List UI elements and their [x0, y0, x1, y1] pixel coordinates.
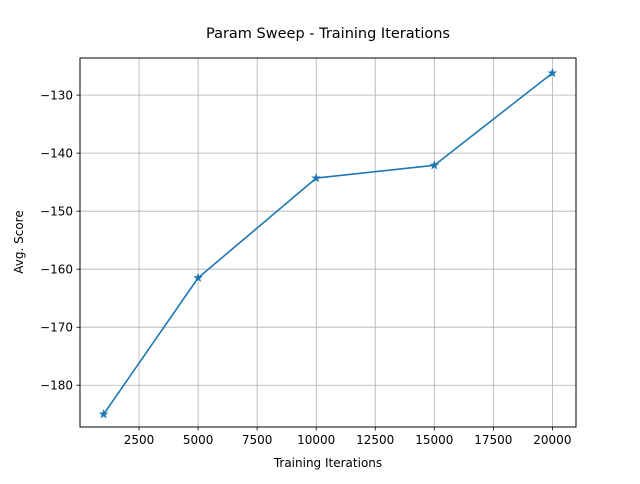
- ticks: 2500 5000 7500 10000 12500 15000 17500 20000 −18…: [40, 89, 571, 447]
- x-tick-label: 7500: [242, 433, 273, 447]
- y-tick-label: −160: [40, 263, 73, 277]
- x-tick-label: 12500: [356, 433, 394, 447]
- data-point-star: [98, 409, 109, 419]
- data-point-star: [429, 160, 440, 170]
- chart-title: Param Sweep - Training Iterations: [206, 26, 450, 42]
- x-tick-label: 17500: [474, 433, 512, 447]
- grid: [80, 58, 576, 427]
- data-point-star: [311, 173, 322, 183]
- data-point-star: [547, 67, 558, 78]
- data-point-star: [193, 272, 203, 283]
- x-tick-label: 15000: [415, 433, 453, 447]
- x-axis-label: Training Iterations: [273, 456, 382, 470]
- x-tick-label: 2500: [124, 433, 155, 447]
- y-tick-label: −140: [40, 147, 73, 161]
- y-tick-label: −130: [40, 89, 73, 103]
- x-tick-label: 10000: [297, 433, 335, 447]
- series-layer: [98, 67, 558, 419]
- y-axis-label: Avg. Score: [12, 210, 26, 273]
- y-tick-label: −170: [40, 321, 73, 335]
- y-tick-label: −150: [40, 205, 73, 219]
- y-tick-label: −180: [40, 379, 73, 393]
- x-tick-label: 5000: [183, 433, 214, 447]
- x-tick-label: 20000: [533, 433, 571, 447]
- plot-frame: [79, 57, 577, 428]
